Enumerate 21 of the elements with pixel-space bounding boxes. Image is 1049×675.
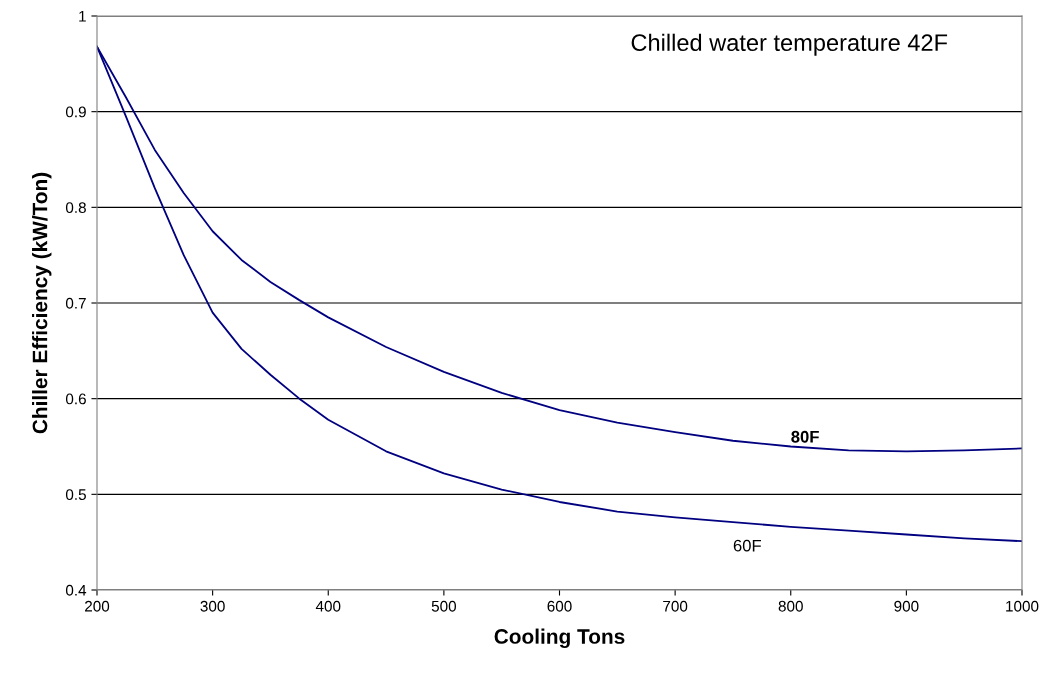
y-tick-label: 0.4 <box>65 584 87 596</box>
y-tick-label: 0.5 <box>65 489 86 501</box>
x-axis-title: Cooling Tons <box>494 628 625 649</box>
x-tick-label: 300 <box>200 600 225 612</box>
y-tick-label: 0.8 <box>65 202 86 214</box>
y-axis-title: Chiller Efficiency (kW/Ton) <box>32 172 52 434</box>
x-tick-label: 500 <box>431 600 457 612</box>
annotation: Chilled water temperature 42F <box>631 33 948 56</box>
x-tick-label: 1000 <box>1006 600 1039 612</box>
series-label: 60F <box>733 539 761 552</box>
x-tick-label: 900 <box>894 600 919 612</box>
y-tick-label: 1 <box>79 11 86 22</box>
series-label: 80F <box>791 430 819 443</box>
x-tick-label: 800 <box>778 600 803 612</box>
x-tick-label: 600 <box>547 600 572 612</box>
y-tick-label: 0.6 <box>65 393 86 405</box>
y-tick-label: 0.7 <box>65 297 86 309</box>
y-tick-label: 0.9 <box>65 106 86 118</box>
x-tick-label: 200 <box>85 600 110 612</box>
x-tick-label: 700 <box>663 600 688 612</box>
x-tick-label: 400 <box>315 600 341 612</box>
